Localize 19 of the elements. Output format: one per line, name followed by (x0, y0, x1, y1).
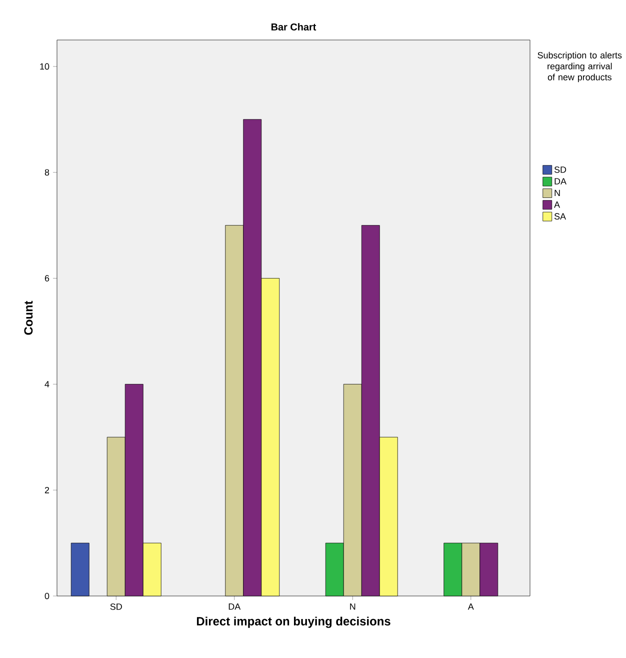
legend-label: DA (554, 178, 566, 184)
y-tick-label: 0 (44, 592, 50, 600)
y-tick-label: 4 (44, 381, 50, 388)
y-axis-title: Count (24, 300, 33, 335)
x-tick-label: DA (228, 604, 241, 610)
y-tick-label: 2 (44, 486, 50, 494)
x-axis-title: Direct impact on buying decisions (196, 616, 390, 628)
x-tick-label: N (350, 604, 356, 610)
legend-label: SD (554, 166, 566, 173)
y-tick-label: 8 (44, 169, 50, 176)
y-tick-label: 10 (40, 63, 50, 70)
y-tick-label: 6 (44, 275, 50, 282)
legend-title: Subscription to alerts regarding arrival of new products (538, 52, 622, 82)
x-tick-label: A (468, 604, 474, 610)
legend-label: N (554, 190, 560, 196)
legend-label: SA (554, 213, 566, 220)
chart-title: Bar Chart (271, 23, 316, 30)
x-tick-label: SD (110, 604, 122, 610)
legend-label: A (554, 202, 560, 208)
